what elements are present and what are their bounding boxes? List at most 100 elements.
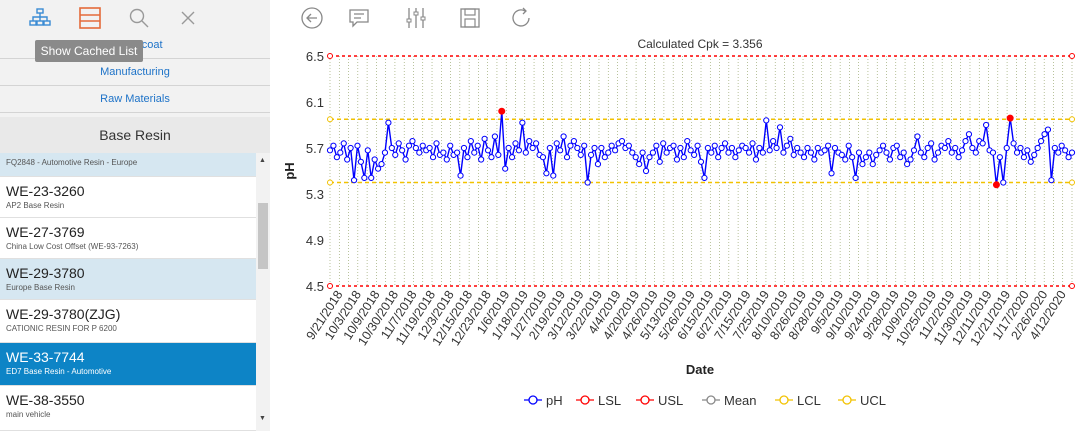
ph-point — [1044, 126, 1052, 133]
ph-point — [378, 161, 385, 168]
ph-point — [471, 149, 478, 156]
ph-point — [639, 149, 646, 156]
ph-point — [326, 147, 334, 154]
ph-point — [636, 161, 643, 168]
ph-point — [1051, 144, 1058, 152]
scroll-up-icon[interactable]: ▲ — [259, 157, 266, 164]
ph-point — [337, 149, 344, 156]
scroll-down-icon[interactable]: ▼ — [259, 415, 266, 422]
save-icon[interactable] — [457, 5, 483, 31]
y-tick-label: 4.9 — [306, 233, 324, 248]
scrollbar-thumb[interactable] — [258, 203, 268, 269]
ph-point — [656, 158, 663, 165]
list-item-title: WE-38-3550 — [6, 392, 85, 408]
nav-item-raw-materials[interactable]: Raw Materials — [0, 86, 270, 113]
control-chart: 6.5 6.1 5.7 5.3 4.9 4.5 9/21/2018 10/3/2018 10/9… — [270, 36, 1080, 431]
ph-point — [347, 144, 354, 152]
ph-point — [780, 149, 787, 156]
list-item-selected[interactable]: WE-33-7744 ED7 Base Resin - Automotive — [0, 343, 256, 386]
ph-point — [443, 156, 450, 163]
list-item[interactable]: WE-23-3260 AP2 Base Resin — [0, 177, 256, 218]
ph-point — [965, 131, 973, 138]
ph-point — [429, 154, 437, 161]
ph-point — [454, 149, 461, 156]
close-icon[interactable] — [176, 6, 200, 30]
ph-point — [828, 170, 835, 177]
ph-point — [773, 144, 780, 152]
ph-point — [770, 138, 777, 145]
ph-point — [632, 154, 639, 161]
ucl-line-end — [327, 116, 333, 123]
list-item[interactable]: WE-29-3780 Europe Base Resin — [0, 259, 256, 300]
ph-point — [460, 144, 468, 152]
ph-point — [849, 154, 856, 161]
ph-point — [873, 151, 880, 159]
list-item[interactable]: FQ2848 - Automotive Resin - Europe — [0, 153, 256, 177]
ph-point — [879, 142, 887, 149]
ph-point — [515, 147, 523, 154]
ph-point — [519, 119, 526, 126]
ph-point — [495, 151, 502, 159]
ph-point — [587, 151, 595, 159]
ph-point — [350, 177, 358, 184]
refresh-icon[interactable] — [508, 5, 534, 31]
ph-point — [1020, 154, 1028, 161]
hierarchy-icon[interactable] — [28, 6, 52, 30]
list-item[interactable]: WE-29-3780(ZJG) CATIONIC RESIN FOR P 620… — [0, 300, 256, 343]
ph-point — [577, 151, 584, 159]
ph-point — [910, 147, 918, 154]
ph-point — [1034, 144, 1041, 152]
y-axis-label: pH — [282, 162, 297, 179]
ph-point — [402, 156, 409, 163]
ph-point — [904, 161, 911, 168]
ph-point — [529, 144, 536, 152]
ph-point — [457, 172, 464, 179]
ph-point — [419, 142, 426, 149]
ph-point — [701, 174, 708, 181]
list-icon[interactable] — [78, 6, 102, 30]
ph-point — [807, 149, 815, 156]
ph-point — [917, 149, 924, 156]
ph-point — [941, 144, 948, 152]
ph-point — [539, 154, 547, 161]
ph-point — [625, 142, 632, 149]
ph-point — [680, 154, 687, 161]
ph-point — [989, 149, 997, 156]
ph-point — [697, 158, 705, 165]
ph-point — [1065, 154, 1072, 161]
y-tick-label: 6.5 — [306, 49, 324, 64]
ph-point — [677, 144, 684, 152]
ph-point — [608, 142, 615, 149]
ph-point — [687, 147, 694, 154]
ph-point — [794, 144, 801, 152]
list-scrollbar[interactable]: ▲ ▼ — [256, 153, 270, 431]
ph-point — [426, 144, 433, 152]
nav-item-manufacturing[interactable]: Manufacturing — [0, 59, 270, 86]
ph-point — [766, 147, 773, 154]
ph-point — [447, 142, 454, 149]
ph-point — [728, 144, 736, 152]
ph-point — [756, 144, 763, 152]
ph-point — [969, 144, 976, 152]
ph-point — [1037, 138, 1045, 145]
ph-point — [344, 156, 351, 163]
back-icon[interactable] — [299, 5, 325, 31]
list-item[interactable]: WE-38-3550 main vehicle — [0, 386, 256, 431]
ph-point — [395, 140, 402, 147]
comment-icon[interactable] — [346, 5, 372, 31]
ph-point — [928, 140, 935, 147]
ph-point — [883, 149, 890, 156]
ph-point — [763, 117, 770, 124]
list-item[interactable]: WE-27-3769 China Low Cost Offset (WE-93-… — [0, 218, 256, 259]
sliders-icon[interactable] — [403, 5, 429, 31]
ph-point — [670, 142, 677, 149]
ph-point — [897, 154, 904, 161]
ph-point — [952, 144, 959, 152]
ph-point — [924, 144, 931, 152]
ph-point — [464, 154, 471, 161]
search-icon[interactable] — [127, 6, 151, 30]
ph-point — [1024, 147, 1031, 154]
chart-legend: pH LSL USL Mean LCL UCL — [524, 393, 886, 408]
ph-point — [333, 154, 340, 161]
list-item-subtitle: main vehicle — [6, 410, 51, 419]
